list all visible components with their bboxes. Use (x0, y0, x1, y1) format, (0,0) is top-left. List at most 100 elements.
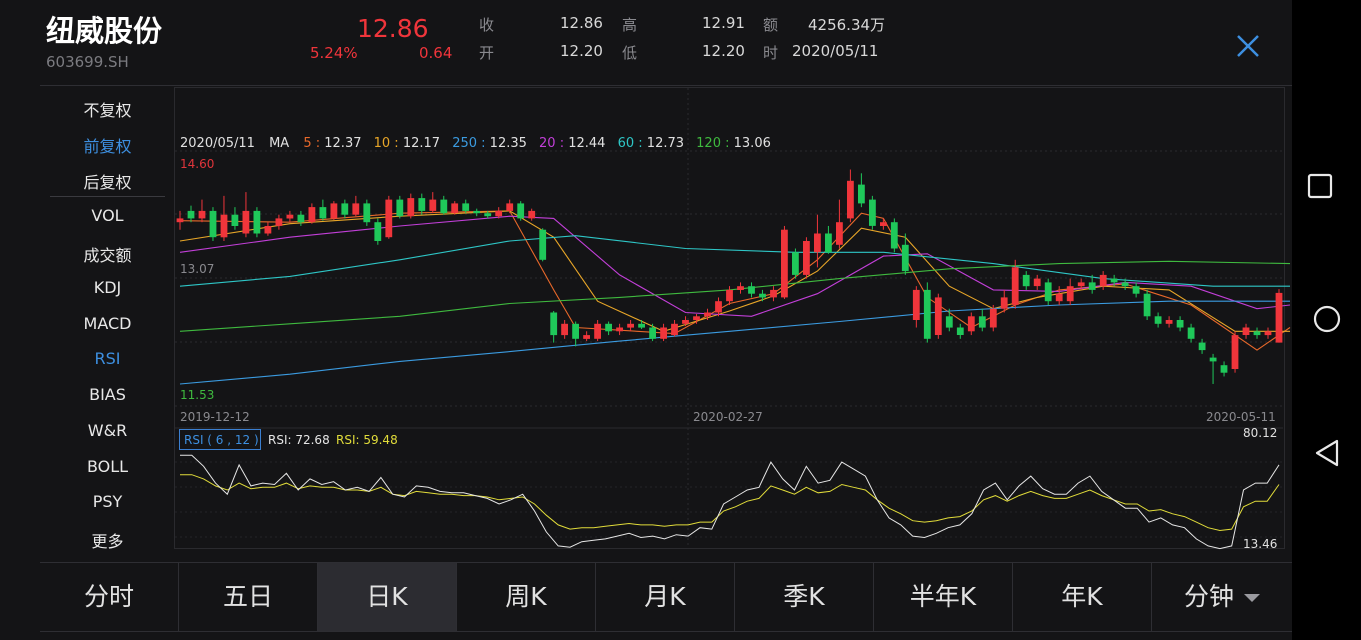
candle (264, 222, 272, 236)
candle (341, 199, 349, 219)
rsi-indicator-label[interactable]: RSI ( 6 , 12 ) (184, 433, 259, 447)
candle (385, 195, 393, 239)
candle (814, 214, 821, 268)
candle (1264, 327, 1272, 339)
candle (506, 199, 514, 214)
sidebar-item-rsi[interactable]: RSI (94, 349, 121, 368)
candle (1121, 278, 1129, 290)
close-button[interactable] (1230, 28, 1266, 64)
sidebar-item-bias[interactable]: BIAS (89, 385, 126, 404)
candle-body (1275, 292, 1283, 343)
tab-five-day[interactable]: 五日 (179, 563, 318, 631)
back-icon[interactable] (1313, 438, 1341, 468)
current-price: 12.86 (357, 14, 429, 43)
sidebar-item-vol[interactable]: VOL (91, 206, 124, 225)
sidebar-item-kdj[interactable]: KDJ (93, 278, 122, 297)
rsi12-line (180, 474, 1280, 532)
candle-body (176, 218, 184, 223)
candle-body (1022, 274, 1030, 287)
ma-legend-date: 2020/05/11 (180, 136, 255, 151)
kline-chart[interactable]: 2020/05/11 MA 5 : 12.37 10 : 12.17 250 :… (0, 0, 1292, 560)
sidebar-item-macd[interactable]: MACD (83, 314, 132, 333)
ma10-value: 12.17 (403, 136, 440, 151)
tab-quarterly-k[interactable]: 季K (735, 563, 874, 631)
sidebar-item-boll[interactable]: BOLL (86, 457, 129, 476)
sidebar-item-forward-adjust[interactable]: 前复权 (83, 137, 132, 156)
candle-body (396, 199, 404, 217)
candle-body (649, 327, 656, 339)
candle-body (847, 180, 854, 219)
candle-body (1209, 357, 1217, 362)
sidebar-item-wr[interactable]: W&R (87, 421, 128, 440)
candle-body (308, 207, 316, 223)
candle-body (220, 214, 228, 238)
candle (352, 195, 360, 217)
candle-body (264, 226, 272, 234)
candle-body (484, 213, 492, 217)
close-value: 12.86 (560, 14, 603, 32)
candle-body (726, 289, 733, 302)
close-icon (1237, 35, 1259, 57)
candle-body (682, 320, 689, 324)
candle (858, 173, 865, 208)
tab-minutes-label: 分钟 (1183, 582, 1234, 611)
system-nav-bar (1292, 0, 1361, 640)
candle (539, 228, 547, 262)
candle (1143, 289, 1151, 321)
candle-body (792, 252, 799, 275)
candle-body (693, 316, 700, 321)
stock-name: 纽威股份 (46, 14, 163, 48)
candle (715, 297, 722, 317)
tab-monthly-k[interactable]: 月K (596, 563, 735, 631)
tab-minutes[interactable]: 分钟 (1152, 563, 1292, 631)
tab-intraday[interactable]: 分时 (40, 563, 179, 631)
app: 纽威股份 603699.SH 12.86 5.24% 0.64 收 12.86 … (0, 0, 1292, 640)
tab-five-day-label: 五日 (222, 582, 273, 611)
candle-body (297, 214, 305, 223)
sidebar-item-more[interactable]: 更多 (91, 532, 124, 551)
candle-body (671, 323, 678, 336)
candle-body (1187, 327, 1195, 339)
ma250-line (179, 300, 1290, 385)
sidebar-item-backward-adjust[interactable]: 后复权 (83, 173, 132, 192)
candle (1275, 289, 1283, 343)
chart-area[interactable] (174, 87, 1285, 549)
sidebar-divider (50, 196, 165, 197)
low-value: 12.20 (702, 42, 745, 60)
candle-body (825, 233, 832, 253)
candle-body (352, 203, 360, 215)
sidebar-item-psy[interactable]: PSY (92, 492, 123, 511)
candle-body (385, 199, 393, 238)
sidebar-item-turnover[interactable]: 成交额 (83, 246, 132, 265)
candle (693, 313, 700, 324)
recent-apps-icon[interactable] (1306, 172, 1334, 200)
home-icon[interactable] (1312, 304, 1342, 334)
candle (781, 225, 788, 299)
candle-body (1143, 293, 1151, 317)
candle (176, 210, 184, 230)
candle (880, 218, 887, 230)
candle (561, 320, 568, 339)
candle (528, 208, 536, 221)
candle (989, 304, 997, 332)
tab-half-year-k[interactable]: 半年K (874, 563, 1013, 631)
candle (473, 208, 481, 217)
ma60-line (179, 235, 1290, 287)
candle (1099, 271, 1107, 290)
tab-yearly-k[interactable]: 年K (1013, 563, 1152, 631)
tab-weekly-k[interactable]: 周K (457, 563, 596, 631)
candle-body (737, 286, 744, 290)
tab-daily-k[interactable]: 日K (318, 563, 457, 631)
candle-body (506, 203, 514, 211)
candle-body (583, 335, 590, 339)
rsi-indicator-box[interactable] (179, 429, 261, 450)
tab-quarterly-k-label: 季K (783, 582, 825, 611)
candle-body (770, 289, 777, 298)
tab-yearly-k-label: 年K (1061, 582, 1103, 611)
chevron-down-icon (1244, 594, 1260, 602)
sidebar-item-no-adjust[interactable]: 不复权 (83, 101, 132, 120)
candle-body (462, 203, 470, 211)
candle-body (374, 222, 382, 241)
candle-body (209, 210, 217, 238)
candle-body (1165, 320, 1173, 324)
